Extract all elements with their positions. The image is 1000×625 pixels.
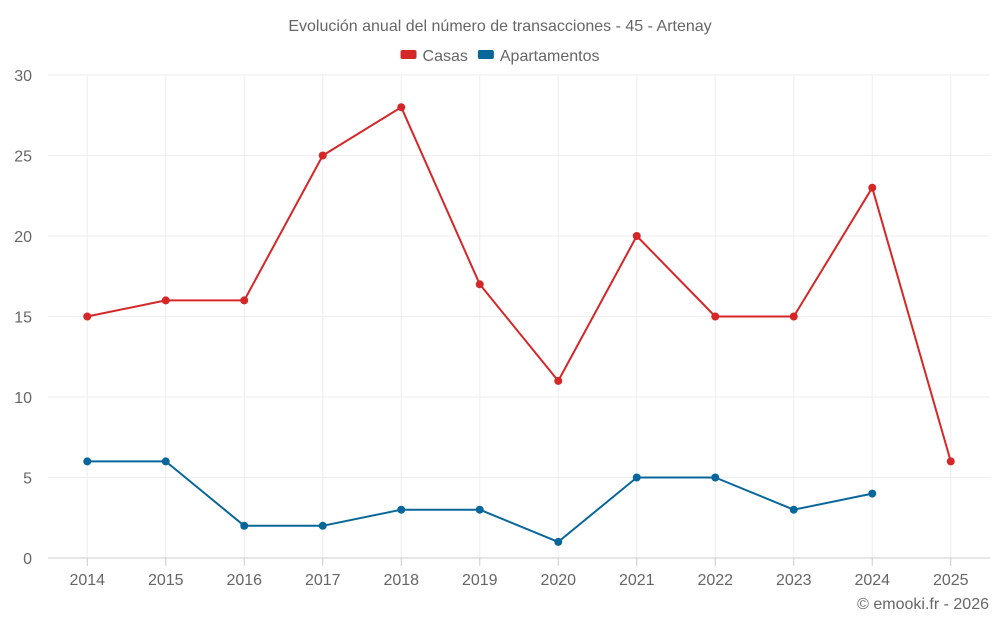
legend-swatch[interactable]: [400, 50, 417, 59]
data-point[interactable]: [711, 312, 720, 321]
data-point[interactable]: [946, 457, 955, 466]
x-tick-label: 2018: [383, 572, 419, 589]
legend-swatch[interactable]: [477, 50, 494, 59]
data-point[interactable]: [240, 521, 249, 530]
x-tick-label: 2025: [933, 572, 969, 589]
data-point[interactable]: [868, 489, 877, 498]
series-line: [87, 106, 952, 462]
chart-title: Evolución anual del número de transaccio…: [288, 18, 711, 35]
x-tick-label: 2016: [226, 572, 262, 589]
y-axis: 0 5 10 15 20 25 30: [14, 68, 32, 568]
data-point[interactable]: [318, 151, 327, 160]
x-tick-label: 2021: [619, 572, 655, 589]
data-point[interactable]: [789, 505, 798, 514]
data-point[interactable]: [397, 505, 406, 514]
data-point[interactable]: [83, 312, 92, 321]
x-tick-label: 2014: [69, 572, 105, 589]
x-tick-label: 2022: [697, 572, 733, 589]
data-point[interactable]: [554, 537, 563, 546]
data-point[interactable]: [397, 103, 406, 112]
y-tick-label: 5: [23, 471, 32, 488]
data-point[interactable]: [554, 376, 563, 385]
x-tick-label: 2023: [776, 572, 812, 589]
x-tick-label: 2019: [462, 572, 498, 589]
data-point[interactable]: [318, 521, 327, 530]
data-point[interactable]: [711, 473, 720, 482]
gridlines: [48, 74, 990, 558]
legend-label: Apartamentos: [500, 48, 600, 65]
y-tick-label: 15: [14, 310, 32, 327]
data-point[interactable]: [632, 473, 641, 482]
legend: Casas Apartamentos: [400, 48, 600, 65]
series-casas: [83, 103, 955, 466]
x-tick-label: 2015: [148, 572, 184, 589]
legend-label: Casas: [423, 48, 468, 65]
data-point[interactable]: [868, 183, 877, 192]
x-tick-label: 2020: [540, 572, 576, 589]
data-point[interactable]: [83, 457, 92, 466]
data-point[interactable]: [161, 296, 170, 305]
data-point[interactable]: [240, 296, 249, 305]
series-apartamentos: [83, 457, 877, 546]
y-tick-label: 0: [23, 551, 32, 568]
x-axis: 2014 2015 2016 2017 2018 2019 2020 2021 2022 2023…: [48, 557, 990, 589]
y-tick-label: 10: [14, 390, 32, 407]
data-point[interactable]: [161, 457, 170, 466]
x-tick-label: 2017: [305, 572, 341, 589]
x-tick-label: 2024: [854, 572, 890, 589]
y-tick-label: 20: [14, 229, 32, 246]
y-tick-label: 30: [14, 68, 32, 85]
data-point[interactable]: [789, 312, 798, 321]
series-group: [83, 103, 955, 546]
credit-text: © emooki.fr - 2026: [857, 596, 989, 613]
data-point[interactable]: [475, 280, 484, 289]
data-point[interactable]: [475, 505, 484, 514]
y-tick-label: 25: [14, 149, 32, 166]
data-point[interactable]: [632, 232, 641, 240]
